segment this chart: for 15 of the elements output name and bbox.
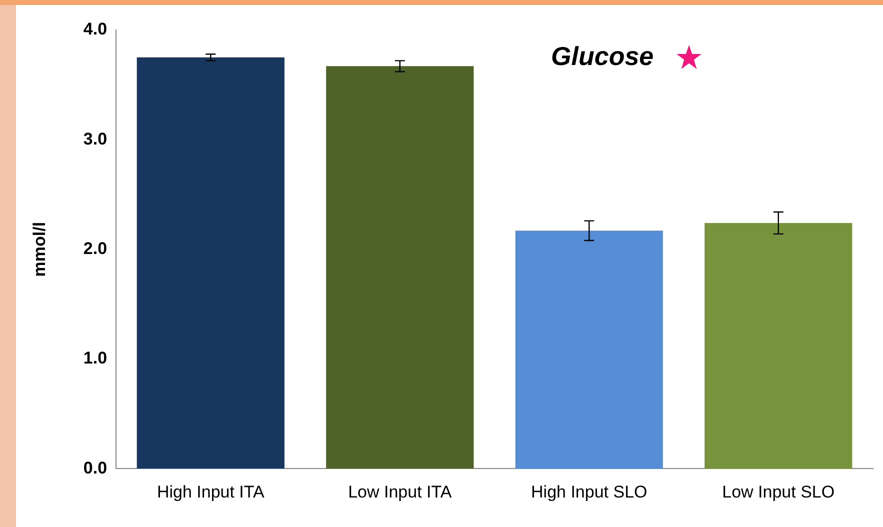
bar	[515, 230, 663, 469]
y-axis-title: mmol/l	[30, 222, 49, 277]
x-tick-label: Low Input ITA	[348, 482, 452, 502]
x-tick-label: Low Input SLO	[722, 482, 835, 502]
y-tick-label: 3.0	[83, 129, 108, 148]
y-tick-label: 2.0	[83, 238, 108, 258]
bar	[326, 66, 474, 469]
y-tick-label: 1.0	[83, 348, 108, 368]
annotation: Glucose	[551, 41, 654, 72]
bar	[704, 222, 852, 469]
x-tick-label: High Input ITA	[156, 482, 266, 502]
y-tick-label: 4.0	[83, 20, 108, 39]
y-tick-label: 0.0	[83, 458, 108, 478]
bar	[136, 57, 284, 469]
x-tick-label: High Input SLO	[531, 482, 648, 502]
